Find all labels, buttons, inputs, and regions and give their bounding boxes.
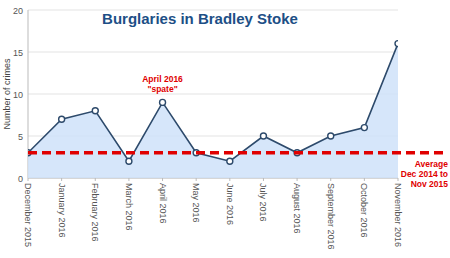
y-axis-label: Number of crimes bbox=[2, 58, 12, 130]
data-point bbox=[361, 125, 367, 131]
x-tick bbox=[95, 178, 96, 181]
chart-container: Burglaries in Bradley Stoke Number of cri… bbox=[0, 0, 450, 258]
x-tick bbox=[297, 178, 298, 181]
x-tick-label: March 2016 bbox=[124, 183, 134, 231]
x-tick-label: May 2016 bbox=[191, 183, 201, 223]
reference-label: Average bbox=[415, 159, 449, 169]
annotation: "spate" bbox=[147, 84, 177, 94]
data-point bbox=[395, 41, 398, 47]
y-tick-label: 0 bbox=[18, 174, 23, 184]
data-point bbox=[160, 99, 166, 105]
x-tick-label: November 2016 bbox=[393, 183, 403, 247]
annotation: April 2016 bbox=[142, 74, 183, 84]
grid-line bbox=[28, 52, 398, 53]
data-point bbox=[59, 116, 65, 122]
x-tick bbox=[229, 178, 230, 181]
data-line bbox=[28, 44, 398, 162]
x-tick bbox=[128, 178, 129, 181]
data-point bbox=[126, 158, 132, 164]
x-tick bbox=[196, 178, 197, 181]
x-tick bbox=[263, 178, 264, 181]
x-tick-label: January 2016 bbox=[57, 183, 67, 238]
x-tick bbox=[28, 178, 29, 181]
x-tick-label: September 2016 bbox=[326, 183, 336, 250]
y-tick-label: 5 bbox=[18, 132, 23, 142]
x-tick bbox=[162, 178, 163, 181]
y-tick-label: 15 bbox=[13, 48, 23, 58]
x-tick-label: February 2016 bbox=[90, 183, 100, 242]
grid-line bbox=[28, 94, 398, 95]
y-tick-label: 10 bbox=[13, 90, 23, 100]
reference-line bbox=[28, 151, 446, 155]
x-tick bbox=[61, 178, 62, 181]
reference-label: Nov 2015 bbox=[411, 179, 449, 189]
x-tick-label: August 2016 bbox=[292, 183, 302, 234]
x-tick bbox=[330, 178, 331, 181]
data-point bbox=[328, 133, 334, 139]
x-tick-label: December 2015 bbox=[23, 183, 33, 247]
x-tick-label: April 2016 bbox=[158, 183, 168, 224]
data-point bbox=[227, 158, 233, 164]
data-point bbox=[260, 133, 266, 139]
x-tick-label: June 2016 bbox=[225, 183, 235, 225]
x-tick-label: July 2016 bbox=[258, 183, 268, 222]
chart-svg: Burglaries in Bradley Stoke Number of cri… bbox=[0, 0, 450, 258]
area-fill bbox=[28, 44, 398, 178]
x-tick-label: October 2016 bbox=[359, 183, 369, 238]
data-point bbox=[92, 108, 98, 114]
x-tick bbox=[398, 178, 399, 181]
grid-line bbox=[28, 10, 398, 11]
plot-area bbox=[28, 41, 398, 178]
chart-title: Burglaries in Bradley Stoke bbox=[102, 10, 298, 27]
reference-label: Dec 2014 to bbox=[401, 169, 448, 179]
x-tick bbox=[364, 178, 365, 181]
y-tick-label: 20 bbox=[13, 6, 23, 16]
